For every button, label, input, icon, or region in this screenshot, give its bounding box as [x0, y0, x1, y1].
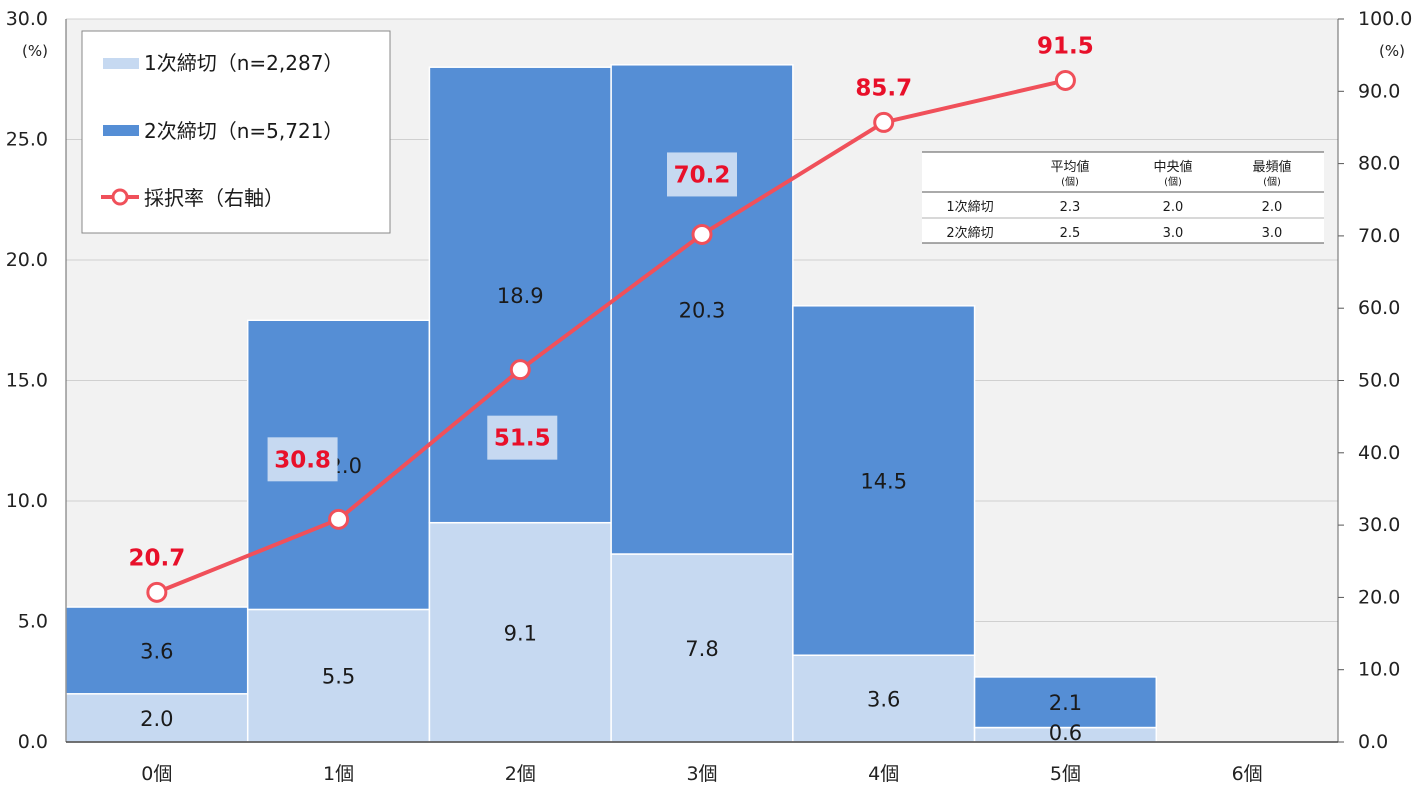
- x-tick-label: 6個: [1232, 763, 1263, 785]
- stats-table-background: [922, 152, 1324, 243]
- legend: 1次締切（n=2,287） 2次締切（n=5,721） 採択率（右軸）: [81, 30, 391, 234]
- rate-label-box: [267, 437, 338, 482]
- bar-value-label-1ji: 0.6: [1049, 721, 1082, 745]
- table-header-unit: (個): [1061, 175, 1079, 188]
- y-left-tick-label: 0.0: [18, 731, 48, 753]
- y-left-unit-label: (%): [22, 42, 48, 60]
- y-right-tick-label: 40.0: [1358, 442, 1400, 464]
- bar-segment-2ji: [65, 606, 249, 695]
- table-cell: 2.3: [1060, 200, 1081, 215]
- y-right-tick-label: 30.0: [1358, 514, 1400, 536]
- rate-point: [1054, 69, 1076, 91]
- bar-value-label-2ji: 3.6: [140, 639, 173, 663]
- table-header: 平均値: [1050, 159, 1089, 175]
- rate-point: [873, 111, 895, 133]
- y-right-tick-label: 60.0: [1358, 297, 1400, 319]
- rate-label-box: [487, 415, 558, 460]
- y-left-tick-label: 25.0: [6, 129, 48, 151]
- legend-label-2ji: 2次締切（n=5,721）: [144, 119, 343, 143]
- rate-value-label: 70.2: [674, 162, 731, 188]
- rate-polyline: [156, 78, 1066, 595]
- rate-value-label: 30.8: [274, 447, 331, 473]
- y-right-unit-label: (%): [1379, 42, 1405, 60]
- y-right-tick-label: 90.0: [1358, 80, 1400, 102]
- y-left-tick-label: 5.0: [18, 611, 48, 633]
- x-tick-label: 5個: [1050, 763, 1081, 785]
- data-labels: 2.03.65.512.09.118.97.820.33.614.50.62.1…: [128, 33, 1093, 745]
- bar-segment-2ji: [973, 676, 1158, 729]
- bar-value-label-1ji: 9.1: [504, 621, 537, 645]
- rate-line: [146, 69, 1076, 603]
- rate-value-label: 20.7: [128, 545, 185, 571]
- rate-label-box: [667, 152, 737, 197]
- bar-value-label-2ji: 14.5: [860, 470, 907, 494]
- bar-segment-1ji: [792, 654, 976, 743]
- table-cell: 2.0: [1262, 200, 1283, 215]
- rate-point: [146, 581, 168, 603]
- x-tick-label: 1個: [323, 763, 354, 785]
- legend-label-rate: 採択率（右軸）: [144, 186, 284, 210]
- bar-segment-2ji: [610, 64, 794, 555]
- table-row-label: 1次締切: [946, 199, 993, 215]
- table-header: 中央値: [1153, 159, 1192, 175]
- y-right-tick-label: 70.0: [1358, 225, 1400, 247]
- table-cell: 3.0: [1163, 226, 1184, 241]
- y-right-tick-label: 10.0: [1358, 659, 1400, 681]
- table-cell: 2.5: [1060, 226, 1081, 241]
- y-right-tick-label: 100.0: [1358, 8, 1412, 30]
- table-header-unit: (個): [1263, 175, 1281, 188]
- y-right-tick-label: 20.0: [1358, 586, 1400, 608]
- y-left-tick-label: 20.0: [6, 249, 48, 271]
- axes: 0.0 5.0 10.0 15.0 20.0 25.0 30.0 (%) 0.0 10.0 20.0…: [6, 8, 1413, 785]
- table-row-label: 2次締切: [946, 225, 993, 241]
- y-left-tick-label: 10.0: [6, 490, 48, 512]
- x-tick-label: 3個: [686, 763, 717, 785]
- legend-swatch-2ji: [103, 125, 139, 136]
- y-left-tick-label: 15.0: [6, 370, 48, 392]
- bar-value-label-1ji: 7.8: [685, 637, 718, 661]
- bar-value-label-2ji: 18.9: [497, 284, 544, 308]
- bar-value-label-2ji: 2.1: [1049, 691, 1082, 715]
- bar-value-label-1ji: 2.0: [140, 707, 173, 731]
- table-cell: 3.0: [1262, 226, 1283, 241]
- table-cell: 2.0: [1163, 200, 1184, 215]
- y-right-tick-label: 50.0: [1358, 370, 1400, 392]
- x-tick-label: 0個: [141, 763, 172, 785]
- rate-value-label: 51.5: [494, 426, 551, 452]
- legend-label-1ji: 1次締切（n=2,287）: [144, 51, 343, 75]
- table-header-unit: (個): [1164, 175, 1182, 188]
- y-right-tick-label: 80.0: [1358, 153, 1400, 175]
- rate-point: [328, 508, 350, 530]
- table-header: 最頻値: [1252, 159, 1291, 175]
- rate-value-label: 85.7: [855, 75, 912, 101]
- bars: [65, 64, 1158, 743]
- rate-point: [509, 359, 531, 381]
- bar-value-label-2ji: 20.3: [679, 298, 726, 322]
- rate-point: [691, 223, 713, 245]
- x-tick-label: 4個: [868, 763, 899, 785]
- y-left-tick-label: 30.0: [6, 8, 48, 30]
- bar-value-label-1ji: 5.5: [322, 665, 355, 689]
- bar-value-label-1ji: 3.6: [867, 688, 900, 712]
- legend-swatch-1ji: [103, 58, 139, 69]
- bar-segment-2ji: [792, 305, 976, 656]
- rate-value-label: 91.5: [1037, 33, 1094, 59]
- y-right-tick-label: 0.0: [1358, 731, 1388, 753]
- legend-swatch-rate-point: [111, 188, 129, 206]
- x-tick-label: 2個: [505, 763, 536, 785]
